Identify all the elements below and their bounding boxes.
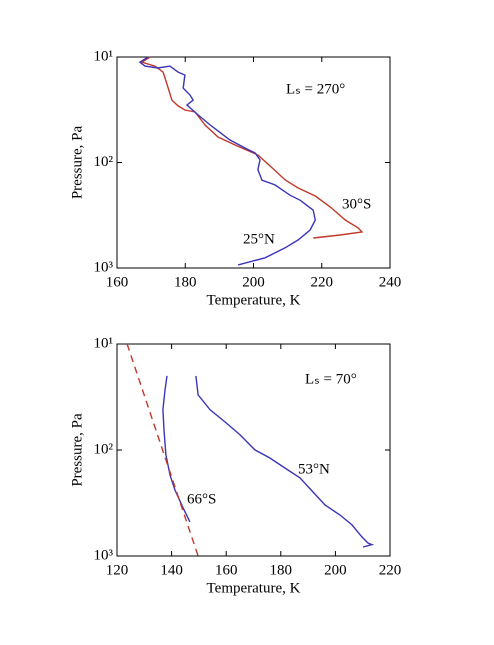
profile-line bbox=[126, 343, 199, 557]
curve-label: 25°N bbox=[243, 231, 275, 247]
x-axis-label: Temperature, K bbox=[207, 580, 301, 596]
x-tick-label: 160 bbox=[215, 562, 238, 578]
y-tick-label: 10³ bbox=[94, 259, 114, 275]
x-tick-label: 120 bbox=[106, 562, 129, 578]
y-tick-label: 10³ bbox=[94, 547, 114, 563]
profile-line bbox=[162, 375, 191, 523]
curve-label: 30°S bbox=[342, 196, 371, 212]
y-axis-label: Pressure, Pa bbox=[69, 125, 85, 199]
profile-line bbox=[195, 375, 375, 548]
annotation: Lₛ = 270° bbox=[286, 81, 345, 97]
x-tick-label: 240 bbox=[379, 274, 402, 290]
y-tick-label: 10² bbox=[94, 441, 114, 457]
y-tick-label: 10¹ bbox=[94, 48, 114, 64]
x-tick-label: 180 bbox=[174, 274, 197, 290]
curve-label: 66°S bbox=[187, 491, 216, 507]
profile-line bbox=[138, 56, 317, 266]
annotation: Lₛ = 70° bbox=[305, 371, 357, 387]
x-tick-label: 200 bbox=[242, 274, 265, 290]
x-tick-label: 220 bbox=[311, 274, 334, 290]
x-tick-label: 200 bbox=[324, 562, 347, 578]
profile-line bbox=[140, 56, 364, 239]
x-axis-label: Temperature, K bbox=[207, 292, 301, 308]
x-tick-label: 160 bbox=[106, 274, 129, 290]
x-tick-label: 220 bbox=[379, 562, 402, 578]
x-tick-label: 140 bbox=[160, 562, 183, 578]
y-axis-label: Pressure, Pa bbox=[69, 413, 85, 487]
curve-label: 53°N bbox=[298, 461, 330, 477]
y-tick-label: 10¹ bbox=[94, 335, 114, 351]
y-tick-label: 10² bbox=[94, 154, 114, 170]
x-tick-label: 180 bbox=[270, 562, 293, 578]
